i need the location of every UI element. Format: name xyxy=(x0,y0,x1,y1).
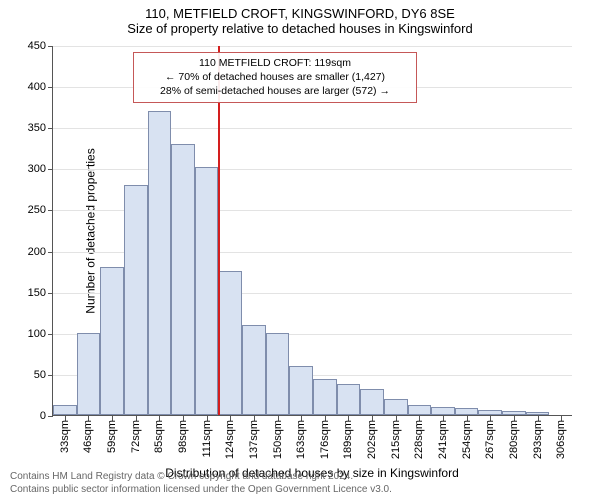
xtick-label: 150sqm xyxy=(272,420,284,459)
gridline xyxy=(53,128,572,129)
xtick-label: 293sqm xyxy=(532,420,544,459)
ytick-label: 150 xyxy=(6,287,46,299)
histogram-bar xyxy=(384,399,408,415)
xtick-label: 72sqm xyxy=(130,420,142,453)
histogram-bar xyxy=(455,408,479,415)
xtick-label: 202sqm xyxy=(366,420,378,459)
ytick-label: 350 xyxy=(6,122,46,134)
xtick-label: 33sqm xyxy=(59,420,71,453)
ytick-label: 200 xyxy=(6,246,46,258)
title-address: 110, METFIELD CROFT, KINGSWINFORD, DY6 8… xyxy=(0,6,600,21)
histogram-bar xyxy=(100,267,124,415)
plot-area: 05010015020025030035040045033sqm46sqm59s… xyxy=(52,46,572,416)
ytick-mark xyxy=(48,416,53,417)
xtick-label: 46sqm xyxy=(82,420,94,453)
xtick-label: 137sqm xyxy=(248,420,260,459)
ytick-label: 0 xyxy=(6,410,46,422)
xtick-label: 85sqm xyxy=(153,420,165,453)
xtick-label: 59sqm xyxy=(106,420,118,453)
ytick-mark xyxy=(48,252,53,253)
xtick-label: 241sqm xyxy=(437,420,449,459)
histogram-bar xyxy=(148,111,172,415)
xtick-label: 124sqm xyxy=(224,420,236,459)
histogram-bar xyxy=(171,144,195,415)
ytick-mark xyxy=(48,87,53,88)
footer-line1: Contains HM Land Registry data © Crown c… xyxy=(10,471,600,484)
xtick-label: 163sqm xyxy=(295,420,307,459)
ytick-mark xyxy=(48,169,53,170)
xtick-label: 176sqm xyxy=(319,420,331,459)
xtick-label: 111sqm xyxy=(201,420,213,458)
histogram-bar xyxy=(478,410,502,415)
histogram-bar xyxy=(195,167,219,415)
xtick-label: 254sqm xyxy=(461,420,473,459)
ytick-label: 50 xyxy=(6,369,46,381)
xtick-label: 280sqm xyxy=(508,420,520,459)
histogram-bar xyxy=(289,366,313,415)
ytick-mark xyxy=(48,128,53,129)
histogram-bar xyxy=(53,405,77,415)
chart-titles: 110, METFIELD CROFT, KINGSWINFORD, DY6 8… xyxy=(0,0,600,36)
footer-line2: Contains public sector information licen… xyxy=(10,484,600,497)
ytick-mark xyxy=(48,334,53,335)
ytick-mark xyxy=(48,210,53,211)
ytick-label: 450 xyxy=(6,40,46,52)
histogram-bar xyxy=(502,411,526,415)
info-box-line3: 28% of semi-detached houses are larger (… xyxy=(140,84,410,98)
histogram-bar xyxy=(526,412,550,415)
title-subtitle: Size of property relative to detached ho… xyxy=(0,21,600,36)
xtick-label: 267sqm xyxy=(484,420,496,459)
ytick-label: 400 xyxy=(6,81,46,93)
info-box-line1: 110 METFIELD CROFT: 119sqm xyxy=(140,56,410,70)
info-box: 110 METFIELD CROFT: 119sqm← 70% of detac… xyxy=(133,52,417,103)
ytick-mark xyxy=(48,46,53,47)
xtick-label: 228sqm xyxy=(413,420,425,459)
gridline xyxy=(53,169,572,170)
ytick-label: 100 xyxy=(6,328,46,340)
xtick-label: 189sqm xyxy=(342,420,354,459)
xtick-label: 306sqm xyxy=(555,420,567,459)
ytick-label: 250 xyxy=(6,204,46,216)
info-box-line2: ← 70% of detached houses are smaller (1,… xyxy=(140,70,410,84)
ytick-label: 300 xyxy=(6,163,46,175)
attribution-footer: Contains HM Land Registry data © Crown c… xyxy=(10,471,600,496)
gridline xyxy=(53,46,572,47)
ytick-mark xyxy=(48,375,53,376)
ytick-mark xyxy=(48,293,53,294)
histogram-bar xyxy=(242,325,266,415)
chart-area: Number of detached properties 0501001502… xyxy=(52,46,572,416)
histogram-bar xyxy=(360,389,384,415)
histogram-bar xyxy=(218,271,242,415)
histogram-bar xyxy=(431,407,455,415)
histogram-bar xyxy=(77,333,101,415)
histogram-bar xyxy=(337,384,361,415)
histogram-bar xyxy=(266,333,290,415)
histogram-bar xyxy=(408,405,432,415)
histogram-bar xyxy=(124,185,148,415)
xtick-label: 98sqm xyxy=(177,420,189,453)
xtick-label: 215sqm xyxy=(390,420,402,459)
histogram-bar xyxy=(313,379,337,415)
